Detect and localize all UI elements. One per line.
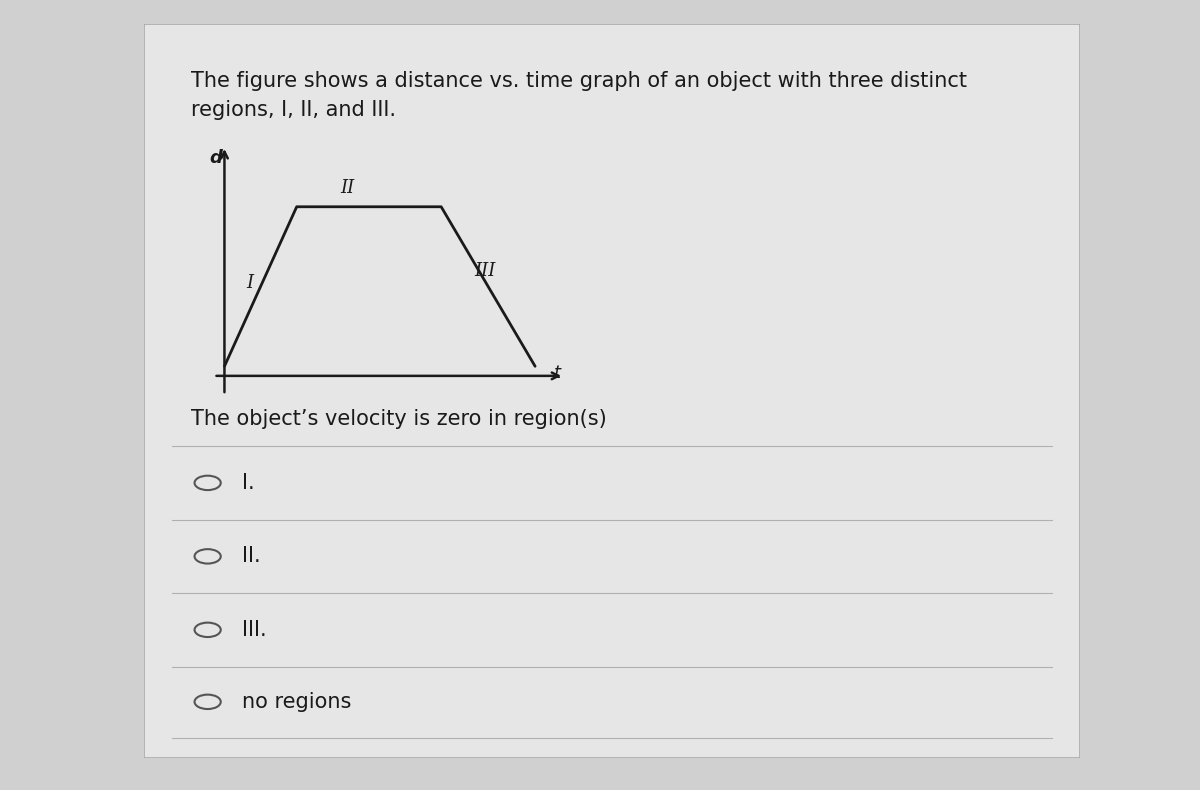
Text: no regions: no regions — [242, 692, 352, 712]
Text: III.: III. — [242, 620, 266, 640]
Text: I.: I. — [242, 473, 254, 493]
Text: II.: II. — [242, 547, 260, 566]
Text: The object’s velocity is zero in region(s): The object’s velocity is zero in region(… — [191, 409, 606, 430]
Text: III: III — [474, 261, 496, 280]
Text: I: I — [246, 274, 253, 292]
Text: d: d — [209, 149, 222, 167]
Text: II: II — [340, 179, 354, 197]
Text: t: t — [553, 363, 560, 382]
Text: The figure shows a distance vs. time graph of an object with three distinct
regi: The figure shows a distance vs. time gra… — [191, 71, 967, 120]
